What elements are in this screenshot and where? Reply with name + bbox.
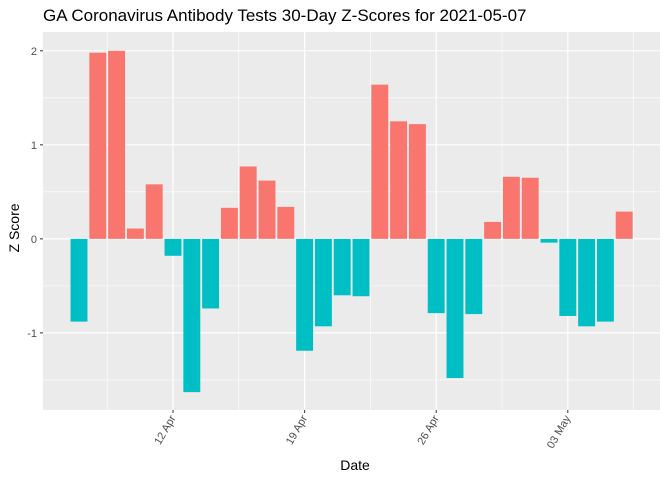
bar [521,177,539,239]
bar [446,238,464,379]
y-axis: -1 0 1 2 [27,46,43,340]
bar [183,238,201,393]
x-tick-label: 26 Apr [415,413,441,447]
bar [615,211,633,239]
bar [108,50,126,239]
chart-title: GA Coronavirus Antibody Tests 30-Day Z-S… [43,6,526,25]
bar [559,238,577,316]
bar [239,166,257,239]
bar [70,238,88,322]
bar [258,180,276,239]
y-axis-title: Z Score [6,203,22,252]
y-tick-label: 2 [31,46,37,58]
y-tick-label: -1 [27,328,37,340]
bar [277,206,295,239]
bar [89,52,107,239]
bar [145,184,163,239]
x-axis: 12 Apr 19 Apr 26 Apr 03 May [152,410,574,451]
bar [220,207,238,239]
x-tick-label: 12 Apr [152,413,178,447]
x-tick-label: 03 May [545,413,574,451]
bar [333,238,351,296]
bar [540,238,558,243]
y-tick-label: 1 [31,140,37,152]
bar [126,228,144,239]
bars [70,50,633,393]
x-axis-title: Date [340,457,370,473]
bar [390,121,408,239]
bar [596,238,614,322]
bar [164,238,182,256]
x-tick-label: 19 Apr [284,413,310,447]
bar [371,84,389,239]
bar [427,238,445,314]
bar [408,124,426,239]
bar [484,221,502,239]
bar [314,238,332,327]
bar [502,176,520,239]
bar [465,238,483,315]
bar [202,238,220,309]
bar [352,238,370,297]
bar [296,238,314,351]
bar [578,238,596,327]
y-tick-label: 0 [31,234,37,246]
